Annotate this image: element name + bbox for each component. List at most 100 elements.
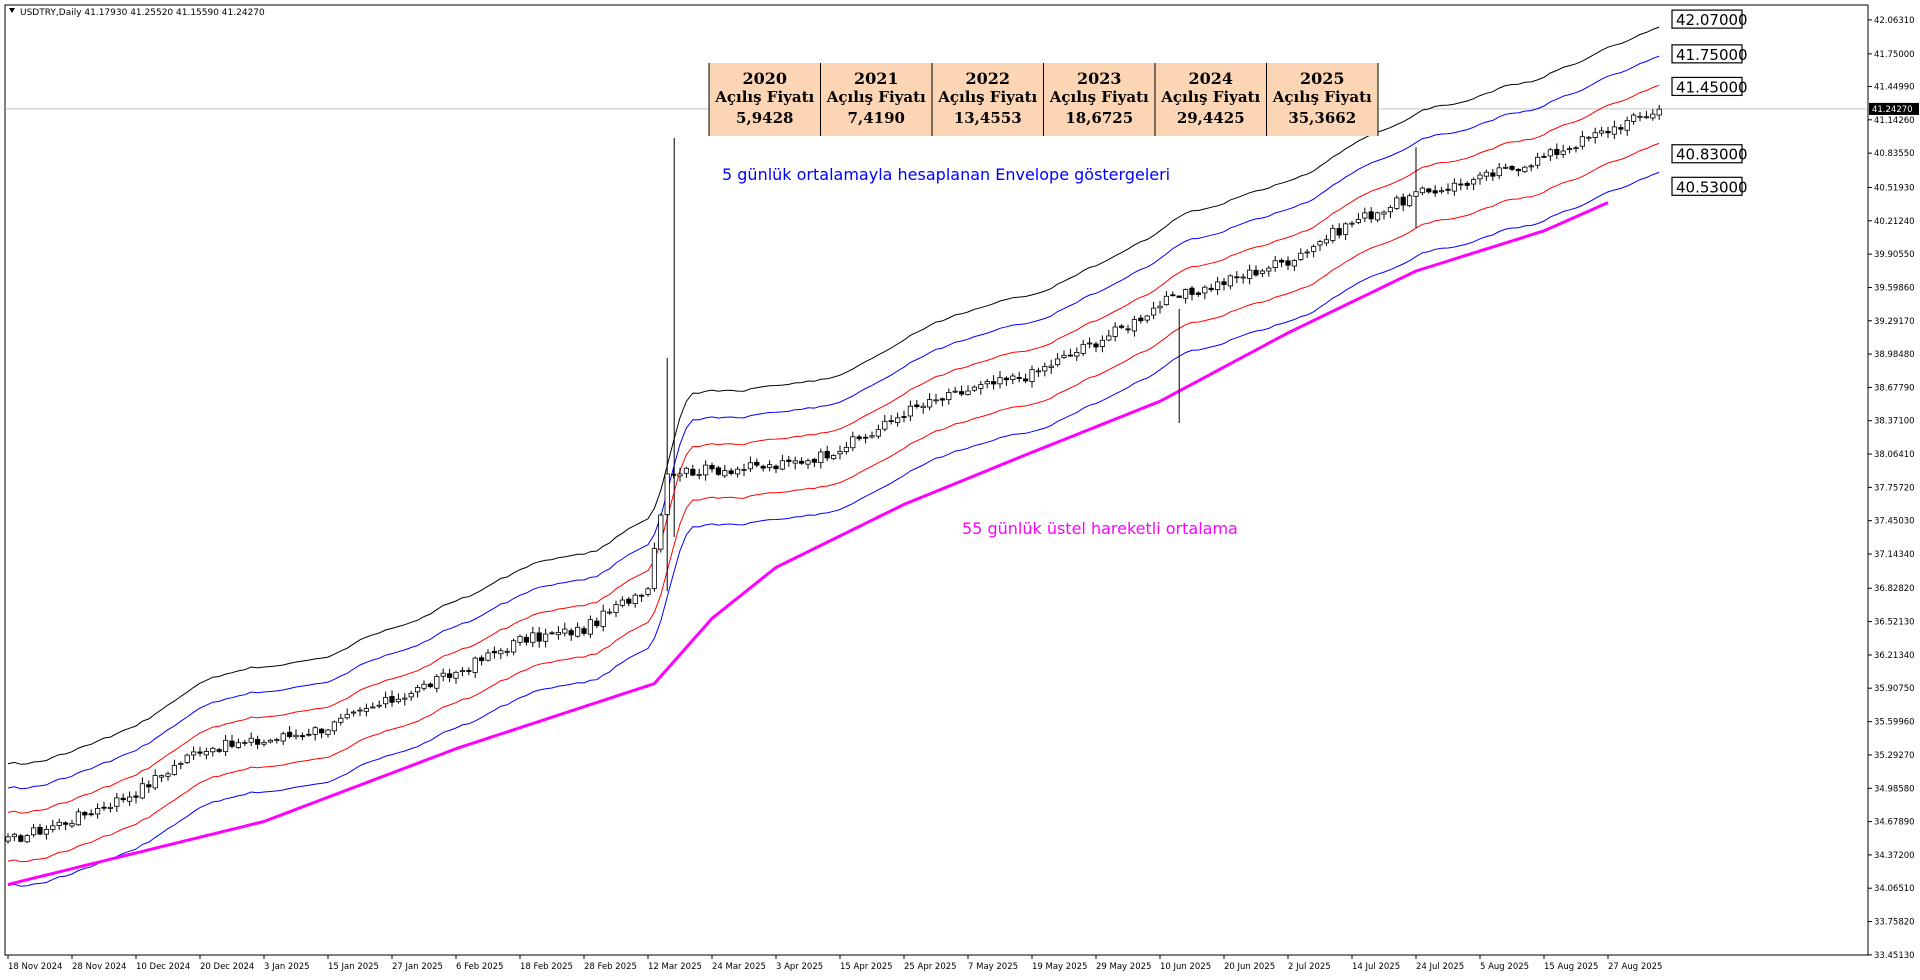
candle xyxy=(37,823,43,836)
candle-body xyxy=(779,460,786,470)
price-tick-label: 38.06410 xyxy=(1874,450,1915,460)
candle xyxy=(831,454,837,461)
candle xyxy=(318,727,325,739)
ema55-line xyxy=(7,201,1609,886)
candle xyxy=(792,456,798,470)
candle-body xyxy=(837,450,843,455)
candle-body xyxy=(939,398,946,401)
candle-body xyxy=(350,711,357,714)
candle xyxy=(1541,152,1547,159)
candle xyxy=(600,604,606,632)
candle-body xyxy=(1311,246,1317,252)
candle-body xyxy=(1189,287,1195,295)
candle xyxy=(95,803,101,819)
candle-body xyxy=(267,739,274,743)
candle xyxy=(786,455,792,467)
time-tick-label: 15 Apr 2025 xyxy=(840,962,893,972)
candle-body xyxy=(286,731,293,737)
candle xyxy=(927,393,933,411)
candle-body xyxy=(1362,212,1368,219)
candle-body xyxy=(927,399,933,408)
candle-body xyxy=(549,632,555,635)
candle-body xyxy=(1157,305,1163,309)
candle xyxy=(50,819,56,833)
candle xyxy=(709,462,715,473)
candle-body xyxy=(395,698,402,703)
candle-body xyxy=(619,599,626,606)
candle-body xyxy=(1471,179,1477,185)
candle xyxy=(286,726,293,739)
price-tick-label: 40.21240 xyxy=(1874,217,1915,227)
candle xyxy=(1272,256,1278,272)
price-tick-label: 38.37100 xyxy=(1874,417,1915,427)
candle xyxy=(382,691,389,709)
candle xyxy=(1112,322,1118,342)
candle-body xyxy=(43,828,50,835)
candle xyxy=(1611,120,1617,140)
candle-body xyxy=(1618,127,1624,130)
time-tick-label: 18 Feb 2025 xyxy=(520,962,573,972)
candle-body xyxy=(338,717,344,723)
candle-body xyxy=(715,467,722,475)
candle xyxy=(671,468,677,479)
candle-body xyxy=(1080,344,1086,354)
candle-body xyxy=(344,713,350,719)
candle-body xyxy=(306,733,312,736)
candle-body xyxy=(735,468,741,475)
time-axis: 18 Nov 2024 28 Nov 2024 10 Dec 2024 20 Dec … xyxy=(7,955,1662,972)
time-tick-label: 3 Jan 2025 xyxy=(264,962,310,972)
candle-body xyxy=(1010,375,1016,380)
candle-body xyxy=(1221,281,1227,285)
candle xyxy=(869,431,875,439)
candle-body xyxy=(645,588,651,595)
candle xyxy=(741,463,747,477)
candle-body xyxy=(18,835,24,842)
candle-body xyxy=(75,811,81,826)
candle xyxy=(1195,291,1201,297)
candle-body xyxy=(1579,136,1585,147)
table-year: 2024 xyxy=(1188,69,1233,88)
candle xyxy=(1131,315,1137,337)
header-dropdown-icon[interactable] xyxy=(9,8,15,13)
candle-body xyxy=(568,630,574,636)
candle xyxy=(1067,348,1073,357)
time-tick-label: 24 Mar 2025 xyxy=(712,962,766,972)
candle-body xyxy=(242,741,248,744)
candle xyxy=(1445,183,1451,195)
candles xyxy=(5,104,1662,844)
candle xyxy=(1400,193,1406,212)
candle-body xyxy=(88,813,94,816)
table-label: Açılış Fiyatı xyxy=(1049,88,1149,106)
candle-body xyxy=(901,416,907,418)
table-year: 2025 xyxy=(1300,69,1345,88)
candle-body xyxy=(95,808,101,815)
candle xyxy=(747,456,754,472)
candle-body xyxy=(1554,148,1560,155)
candle-body xyxy=(1464,182,1470,186)
price-axis: 42.06310 41.75000 41.44990 41.14260 40.83550… xyxy=(1868,16,1919,961)
candle-body xyxy=(639,594,645,597)
candle xyxy=(325,728,331,738)
candle-body xyxy=(5,836,11,842)
candle xyxy=(1323,234,1329,246)
candle-body xyxy=(165,773,171,777)
price-tick-label: 40.83550 xyxy=(1874,149,1915,159)
candle-body xyxy=(318,728,325,734)
price-label: 41.45000 xyxy=(1671,76,1748,96)
candle xyxy=(1023,373,1029,384)
candle xyxy=(1074,347,1080,362)
candle xyxy=(952,386,958,394)
candle-body xyxy=(56,821,62,827)
candle-body xyxy=(1336,228,1342,236)
table-value: 29,4425 xyxy=(1177,109,1245,127)
candle-body xyxy=(1496,167,1502,177)
candle xyxy=(517,634,523,646)
candle-body xyxy=(1394,197,1400,209)
candle-body xyxy=(677,473,683,477)
candle xyxy=(843,442,850,455)
